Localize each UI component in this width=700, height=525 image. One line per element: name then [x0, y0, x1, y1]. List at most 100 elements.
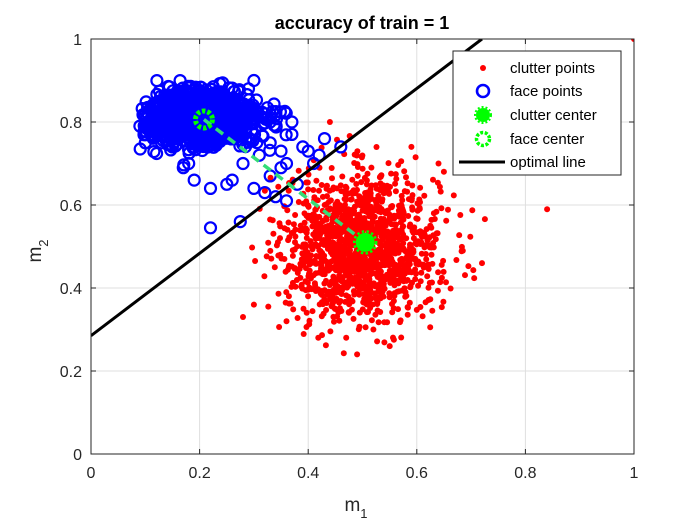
clutter-point [360, 207, 366, 214]
clutter-point [300, 305, 307, 312]
clutter-point [316, 187, 322, 194]
clutter-point [318, 291, 325, 298]
clutter-point [379, 196, 386, 203]
clutter-point [338, 188, 345, 195]
clutter-point [325, 266, 331, 273]
clutter-point [355, 201, 361, 208]
clutter-point [286, 300, 293, 307]
clutter-point [368, 228, 375, 235]
clutter-point [434, 287, 441, 294]
clutter-point [389, 301, 395, 307]
clutter-point [312, 241, 319, 248]
clutter-point [378, 233, 385, 240]
clutter-point [440, 298, 447, 305]
clutter-point [327, 197, 334, 204]
clutter-point [375, 192, 382, 199]
clutter-point [376, 174, 383, 181]
clutter-point [392, 180, 399, 187]
clutter-point [398, 158, 405, 165]
y-axis-title: m2 [25, 239, 51, 262]
clutter-point [368, 164, 375, 171]
clutter-point [397, 243, 404, 249]
y-tick-label: 0.6 [60, 198, 82, 215]
clutter-point [407, 283, 414, 289]
clutter-point [370, 263, 377, 270]
face-point [236, 156, 250, 171]
clutter-point [310, 187, 317, 193]
clutter-point [386, 252, 393, 259]
clutter-point [329, 175, 335, 182]
clutter-point [306, 317, 313, 324]
clutter-point [469, 207, 476, 214]
clutter-center-rim [352, 230, 378, 255]
clutter-point [354, 172, 361, 179]
clutter-point [353, 281, 360, 288]
clutter-point [431, 216, 438, 222]
face-point [181, 94, 195, 108]
clutter-point [356, 276, 363, 283]
clutter-point [384, 208, 391, 215]
clutter-point [267, 247, 274, 254]
clutter-point [365, 196, 372, 203]
clutter-point [320, 237, 327, 243]
clutter-point [315, 235, 322, 241]
clutter-point [374, 198, 381, 205]
face-point [239, 110, 253, 124]
clutter-point [424, 273, 431, 280]
x-tick-label: 0 [87, 465, 96, 482]
clutter-point [427, 324, 434, 331]
clutter-point [435, 160, 442, 167]
clutter-point [361, 200, 367, 207]
face-point [263, 136, 277, 150]
clutter-point [285, 219, 292, 226]
face-point [140, 116, 154, 130]
legend-marker-clutter-center-disc [476, 108, 490, 122]
clutter-point [340, 262, 347, 269]
clutter-point [433, 208, 440, 215]
clutter-point [332, 201, 339, 208]
clutter-point [343, 195, 349, 202]
face-point [285, 115, 299, 129]
clutter-point [343, 184, 350, 191]
clutter-point [348, 196, 355, 203]
clutter-point [424, 261, 431, 268]
clutter-point [390, 261, 397, 268]
y-tick-label: 0.2 [60, 364, 82, 381]
clutter-point [329, 249, 336, 256]
face-point [144, 127, 158, 141]
clutter-point [429, 260, 436, 267]
legend-marker-face-points [475, 83, 491, 99]
face-point [133, 119, 147, 133]
clutter-point [289, 252, 296, 259]
clutter-point [415, 282, 422, 289]
y-axis-title-main: m [25, 247, 46, 263]
clutter-point [363, 287, 370, 294]
clutter-point [437, 188, 444, 195]
clutter-point [462, 272, 468, 279]
clutter-point [290, 229, 297, 236]
x-tick-label: 0.6 [406, 465, 428, 482]
clutter-point [348, 256, 355, 263]
clutter-point [333, 207, 340, 214]
clutter-point [269, 217, 276, 224]
clutter-point [434, 230, 441, 237]
clutter-point [349, 176, 356, 183]
x-tick-label: 0.2 [188, 465, 210, 482]
clutter-point [396, 212, 403, 219]
legend-marker-clutter-points [480, 65, 486, 71]
clutter-point [281, 256, 288, 262]
clutter-point [321, 287, 328, 294]
face-point [274, 144, 288, 158]
clutter-point [300, 331, 307, 337]
clutter-point [397, 319, 403, 326]
face-point [230, 118, 244, 133]
clutter-point [410, 235, 417, 242]
clutter-point [453, 257, 460, 263]
clutter-point [307, 238, 314, 245]
clutter-point [384, 271, 390, 278]
clutter-point [414, 207, 421, 214]
legend-label-clutter-points: clutter points [510, 60, 595, 77]
clutter-point [363, 181, 370, 188]
clutter-point [403, 174, 409, 181]
